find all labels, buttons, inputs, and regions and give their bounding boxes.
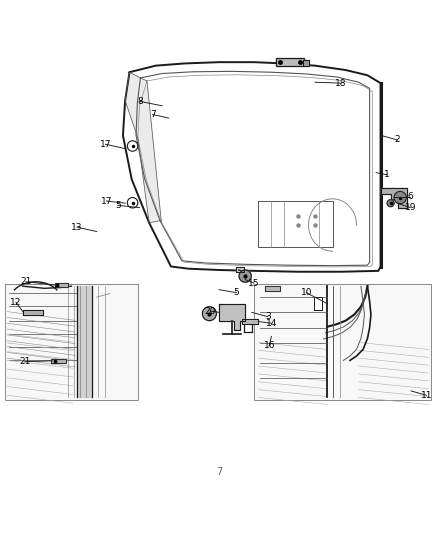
Text: 6: 6 <box>407 192 413 201</box>
Polygon shape <box>125 72 161 223</box>
Text: 5: 5 <box>115 201 120 210</box>
Text: 16: 16 <box>264 342 275 351</box>
FancyBboxPatch shape <box>5 284 138 400</box>
Text: 18: 18 <box>335 79 346 87</box>
Text: 7: 7 <box>150 110 155 119</box>
Text: 10: 10 <box>300 288 312 297</box>
Circle shape <box>202 306 216 321</box>
Text: 15: 15 <box>248 279 260 288</box>
Circle shape <box>387 200 394 207</box>
FancyBboxPatch shape <box>254 284 431 400</box>
Polygon shape <box>22 310 43 316</box>
Polygon shape <box>242 319 258 324</box>
Text: 21: 21 <box>20 277 32 286</box>
Bar <box>276 58 304 66</box>
Text: 1: 1 <box>384 171 390 179</box>
Text: 7: 7 <box>216 467 222 477</box>
Circle shape <box>239 270 251 282</box>
Text: 14: 14 <box>266 319 277 328</box>
Text: 13: 13 <box>71 223 83 232</box>
Polygon shape <box>77 286 92 398</box>
Polygon shape <box>303 60 308 66</box>
Polygon shape <box>265 286 280 290</box>
Polygon shape <box>219 304 245 330</box>
Polygon shape <box>314 297 322 310</box>
Text: 20: 20 <box>205 306 216 316</box>
Polygon shape <box>51 359 66 364</box>
Text: 2: 2 <box>394 135 400 144</box>
Polygon shape <box>55 283 68 287</box>
Text: 19: 19 <box>404 203 416 212</box>
Text: 17: 17 <box>101 197 112 206</box>
Text: 3: 3 <box>265 312 271 321</box>
Circle shape <box>394 191 406 204</box>
Text: 11: 11 <box>420 391 432 400</box>
Polygon shape <box>236 268 244 272</box>
Text: 21: 21 <box>19 357 30 366</box>
Text: 5: 5 <box>233 288 239 297</box>
Polygon shape <box>381 188 407 207</box>
Text: 17: 17 <box>100 140 111 149</box>
Text: 8: 8 <box>138 97 143 106</box>
Text: 12: 12 <box>10 298 21 307</box>
